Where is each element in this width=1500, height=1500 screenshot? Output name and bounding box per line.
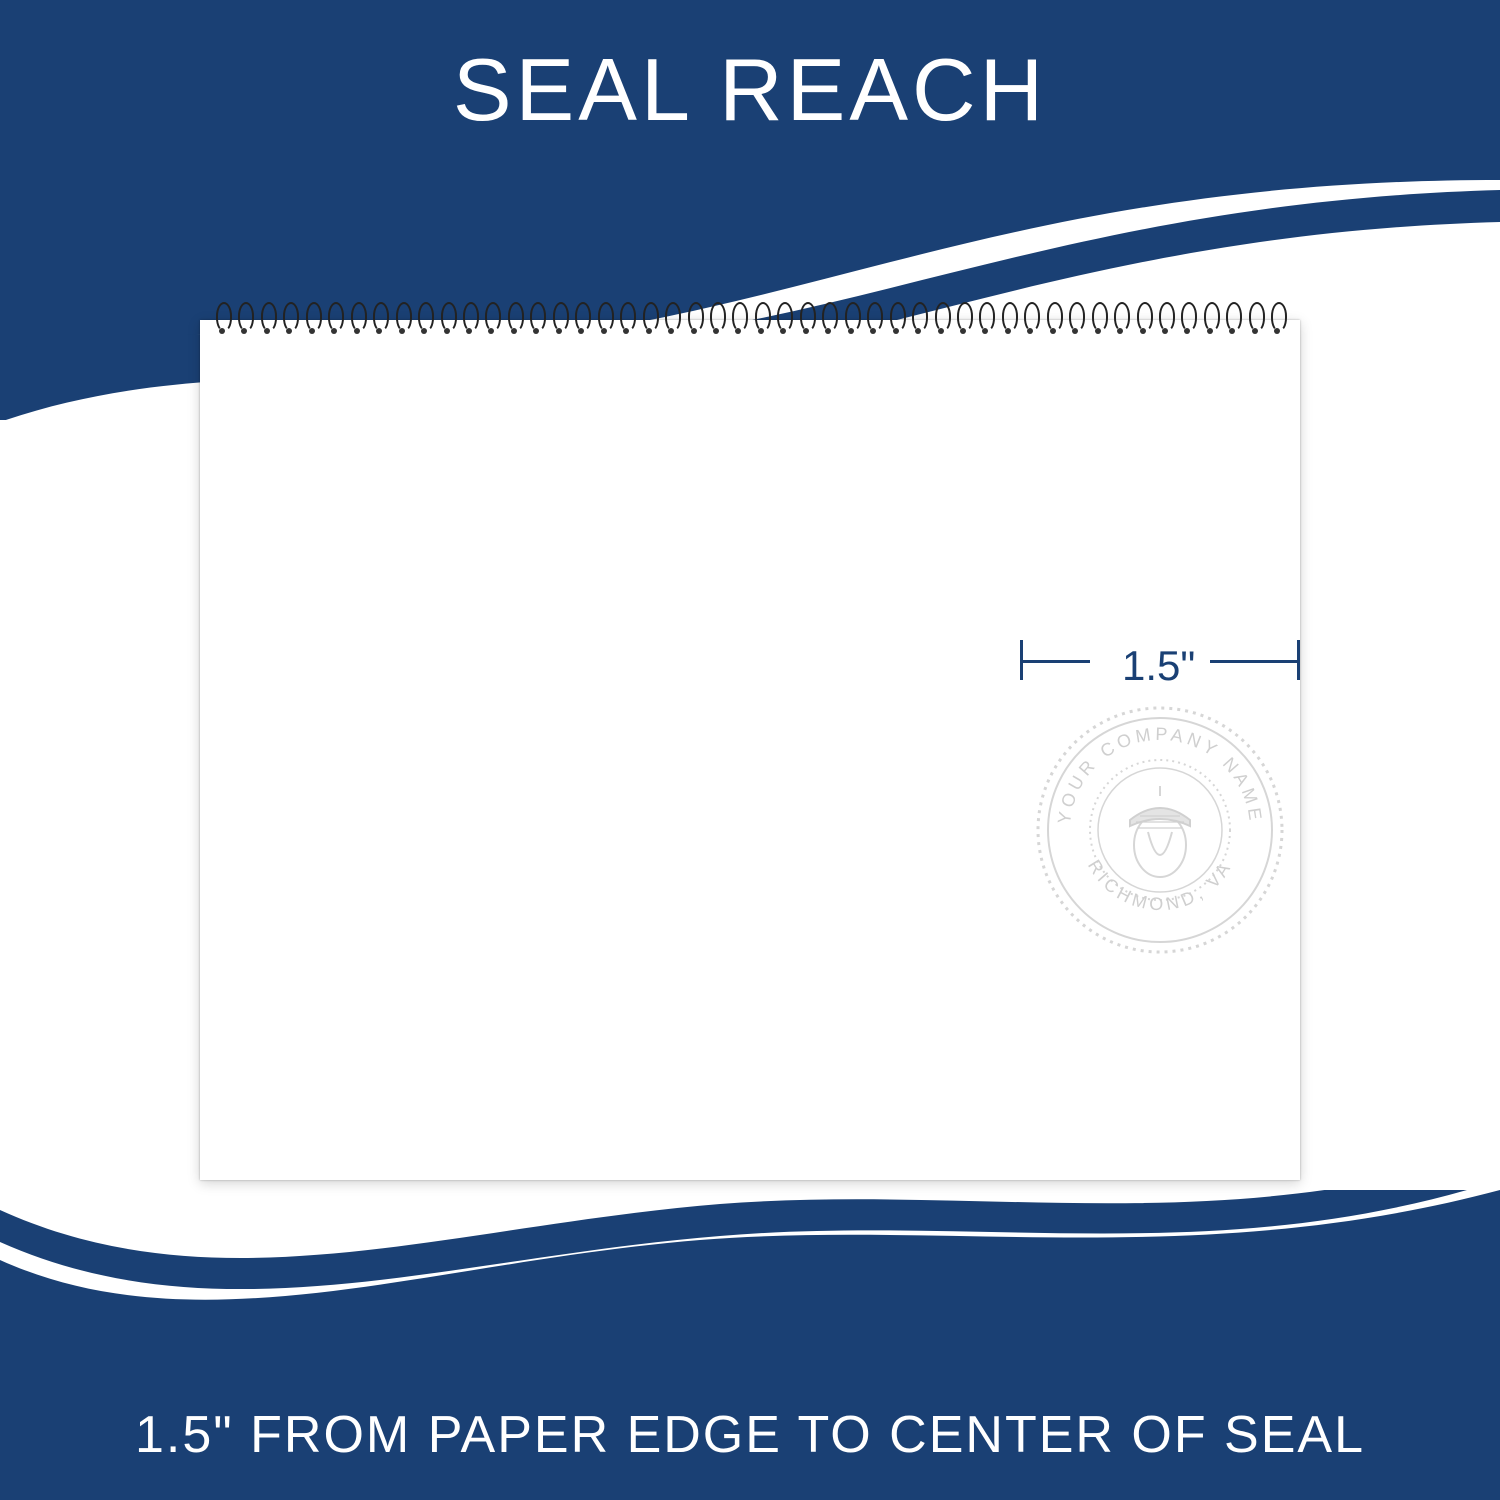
- seal-bottom-text: RICHMOND, VA: [1084, 856, 1236, 914]
- spiral-ring: [1022, 302, 1038, 336]
- measure-label: 1.5": [1116, 642, 1201, 690]
- spiral-ring: [573, 302, 589, 336]
- spiral-ring: [1067, 302, 1083, 336]
- spiral-ring: [371, 302, 387, 336]
- spiral-ring: [416, 302, 432, 336]
- spiral-ring: [843, 302, 859, 336]
- spiral-ring: [1157, 302, 1173, 336]
- spiral-ring: [753, 302, 769, 336]
- spiral-ring: [304, 302, 320, 336]
- spiral-ring: [394, 302, 410, 336]
- spiral-ring: [663, 302, 679, 336]
- spiral-ring: [888, 302, 904, 336]
- spiral-ring: [1269, 302, 1285, 336]
- spiral-ring: [820, 302, 836, 336]
- page-title: SEAL REACH: [453, 39, 1047, 141]
- spiral-binding: [214, 302, 1286, 338]
- infographic-canvas: SEAL REACH 1.5": [0, 0, 1500, 1500]
- spiral-ring: [1090, 302, 1106, 336]
- spiral-ring: [1202, 302, 1218, 336]
- spiral-ring: [910, 302, 926, 336]
- spiral-ring: [798, 302, 814, 336]
- spiral-ring: [686, 302, 702, 336]
- measure-line-left: [1020, 660, 1090, 663]
- measure-cap-right: [1297, 640, 1300, 680]
- spiral-ring: [708, 302, 724, 336]
- embossed-seal: YOUR COMPANY NAME RICHMOND, VA: [1030, 700, 1290, 960]
- spiral-ring: [596, 302, 612, 336]
- spiral-ring: [1045, 302, 1061, 336]
- spiral-ring: [775, 302, 791, 336]
- header-band: SEAL REACH: [0, 0, 1500, 180]
- measure-line-right: [1210, 660, 1300, 663]
- spiral-ring: [955, 302, 971, 336]
- spiral-ring: [236, 302, 252, 336]
- swoosh-bottom-decoration: [0, 1190, 1500, 1390]
- spiral-ring: [1112, 302, 1128, 336]
- spiral-ring: [551, 302, 567, 336]
- spiral-ring: [349, 302, 365, 336]
- spiral-ring: [1224, 302, 1240, 336]
- measurement-indicator: 1.5": [1020, 630, 1300, 690]
- spiral-ring: [933, 302, 949, 336]
- spiral-ring: [1135, 302, 1151, 336]
- spiral-ring: [439, 302, 455, 336]
- spiral-ring: [506, 302, 522, 336]
- spiral-ring: [483, 302, 499, 336]
- footer-caption: 1.5" FROM PAPER EDGE TO CENTER OF SEAL: [135, 1405, 1365, 1465]
- spiral-ring: [1179, 302, 1195, 336]
- spiral-ring: [1247, 302, 1263, 336]
- spiral-ring: [977, 302, 993, 336]
- spiral-ring: [281, 302, 297, 336]
- spiral-ring: [1000, 302, 1016, 336]
- spiral-ring: [865, 302, 881, 336]
- spiral-ring: [618, 302, 634, 336]
- spiral-ring: [461, 302, 477, 336]
- acorn-icon: [1130, 786, 1190, 877]
- spiral-ring: [259, 302, 275, 336]
- footer-band: 1.5" FROM PAPER EDGE TO CENTER OF SEAL: [0, 1370, 1500, 1500]
- seal-svg: YOUR COMPANY NAME RICHMOND, VA: [1030, 700, 1290, 960]
- spiral-ring: [641, 302, 657, 336]
- spiral-ring: [326, 302, 342, 336]
- spiral-ring: [730, 302, 746, 336]
- spiral-ring: [214, 302, 230, 336]
- spiral-ring: [528, 302, 544, 336]
